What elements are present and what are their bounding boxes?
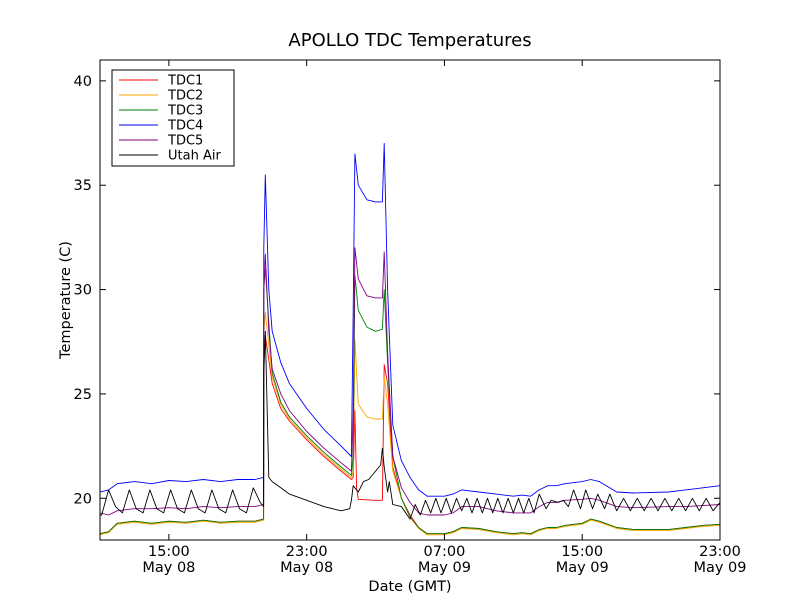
x-tick-time-label: 15:00 — [561, 544, 603, 560]
x-tick-time-label: 15:00 — [148, 544, 190, 560]
legend-label: Utah Air — [168, 149, 221, 164]
legend-label: TDC1 — [167, 74, 203, 89]
chart-title: APOLLO TDC Temperatures — [288, 30, 531, 51]
series-line-tdc3 — [100, 268, 720, 535]
x-tick-time-label: 23:00 — [286, 544, 328, 560]
legend-label: TDC4 — [167, 119, 203, 134]
x-tick-date-label: May 08 — [142, 560, 195, 576]
y-tick-label: 30 — [74, 283, 92, 299]
plot-frame — [99, 59, 721, 541]
y-tick-label: 25 — [74, 387, 92, 403]
x-tick-date-label: May 09 — [693, 560, 746, 576]
x-tick-time-label: 07:00 — [424, 544, 466, 560]
x-tick-date-label: May 08 — [280, 560, 333, 576]
y-tick-label: 40 — [74, 74, 92, 90]
series-line-tdc4 — [100, 143, 720, 497]
x-axis-label: Date (GMT) — [368, 579, 451, 595]
y-axis-label: Temperature (C) — [58, 241, 74, 360]
legend-label: TDC2 — [167, 89, 203, 104]
series-layer — [100, 143, 720, 536]
legend-label: TDC3 — [167, 104, 203, 119]
x-tick-date-label: May 09 — [418, 560, 471, 576]
x-tick-time-label: 23:00 — [699, 544, 741, 560]
legend-label: TDC5 — [167, 134, 203, 149]
y-tick-label: 20 — [74, 491, 92, 507]
x-tick-date-label: May 09 — [556, 560, 609, 576]
y-tick-label: 35 — [74, 178, 92, 194]
legend-box — [111, 69, 235, 167]
series-line-utah-air — [100, 330, 720, 520]
series-line-tdc2 — [100, 312, 720, 536]
